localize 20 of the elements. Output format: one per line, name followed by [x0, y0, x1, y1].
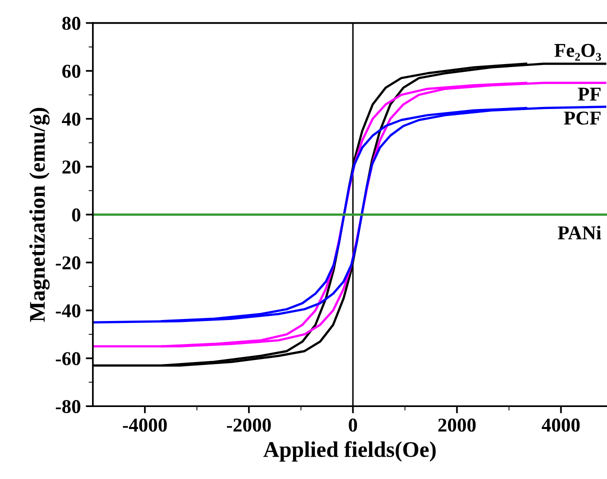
series-label: PCF [564, 112, 601, 125]
x-tick-label: 2000 [438, 418, 476, 432]
x-tick-label: -2000 [226, 418, 271, 432]
y-tick-label: 0 [72, 208, 80, 222]
y-tick-label: 20 [62, 160, 80, 174]
x-tick-label: 0 [348, 418, 358, 432]
series-label: Fe₂O₃ [554, 44, 602, 61]
y-tick-label: -80 [56, 400, 80, 414]
y-tick-label: -40 [56, 304, 80, 318]
y-axis-title: Magnetization (emu/g) [29, 108, 50, 322]
y-tick-label: 40 [62, 112, 80, 126]
series-label: PANi [558, 226, 602, 240]
y-tick-label: -60 [56, 352, 80, 366]
y-tick-label: 60 [62, 64, 80, 78]
series-label: PF [578, 88, 601, 101]
x-tick-label: 4000 [542, 418, 580, 432]
x-axis-title: Applied fields(Oe) [263, 441, 436, 462]
y-tick-label: -20 [56, 256, 80, 270]
x-tick-label: -4000 [122, 418, 167, 432]
y-tick-label: 80 [62, 16, 80, 30]
